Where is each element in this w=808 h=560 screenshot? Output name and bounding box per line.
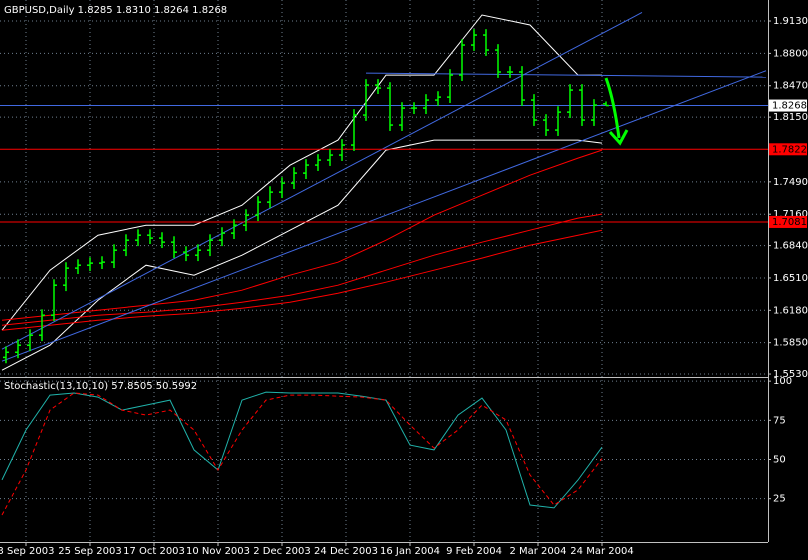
x-tick-label: 3 Sep 2003 <box>0 546 55 557</box>
indicator-line <box>1 391 603 509</box>
x-tick-label: 10 Nov 2003 <box>186 546 250 557</box>
y-tick-label: 1.6840 <box>773 241 808 252</box>
y-tick-label: 1.7490 <box>773 177 808 188</box>
x-tick-label: 9 Feb 2004 <box>446 546 502 557</box>
y-tick-label: 1.8470 <box>773 81 808 92</box>
indicator-title: Stochastic(13,10,10) 57.8505 50.5992 <box>4 381 197 392</box>
y-tick-label: 1.9130 <box>773 16 808 27</box>
y-tick-label: 25 <box>773 494 786 505</box>
price-label: 1.8268 <box>772 101 807 112</box>
x-tick-label: 16 Jan 2004 <box>380 546 440 557</box>
y-tick-label: 1.5850 <box>773 338 808 349</box>
price-label-box <box>769 143 807 156</box>
indicator-line <box>1 14 602 331</box>
y-tick-label: 1.7160 <box>773 209 808 220</box>
axes: 1.9130 1.8800 1.8470 1.8150 1.7490 1.7160 1.68… <box>0 16 808 557</box>
y-tick-label: 75 <box>773 415 786 426</box>
trendline <box>1 70 767 362</box>
y-tick-label: 1.5530 <box>773 369 808 380</box>
indicator-line <box>1 392 603 516</box>
x-tick-label: 25 Sep 2003 <box>58 546 121 557</box>
price-label: 1.7822 <box>772 144 807 155</box>
trendline <box>365 72 767 78</box>
y-tick-label: 50 <box>773 455 786 466</box>
y-tick-label: 1.8800 <box>773 48 808 59</box>
y-tick-label: 1.6510 <box>773 273 808 284</box>
indicator-line <box>1 229 603 331</box>
price-label: 1.7081 <box>772 217 807 228</box>
y-tick-label: 1.6180 <box>773 305 808 316</box>
x-tick-label: 2 Dec 2003 <box>253 546 311 557</box>
y-tick-label: 1.8150 <box>773 112 808 123</box>
stochastic-pane <box>0 378 768 542</box>
x-tick-label: 24 Dec 2003 <box>314 546 378 557</box>
y-tick-label: 100 <box>773 376 792 387</box>
indicator-line <box>1 149 603 321</box>
x-tick-label: 17 Oct 2003 <box>123 546 185 557</box>
trendline <box>1 12 643 350</box>
price-label-box <box>769 215 807 228</box>
price-label-box <box>769 99 807 112</box>
x-tick-label: 2 Mar 2004 <box>509 546 566 557</box>
annotation-arrow <box>604 77 621 139</box>
price-pane <box>0 0 768 377</box>
annotation-arrowhead <box>608 129 629 146</box>
x-tick-label: 24 Mar 2004 <box>570 546 633 557</box>
indicator-line <box>1 213 603 326</box>
chart-title: GBPUSD,Daily 1.8285 1.8310 1.8264 1.8268 <box>4 5 227 16</box>
